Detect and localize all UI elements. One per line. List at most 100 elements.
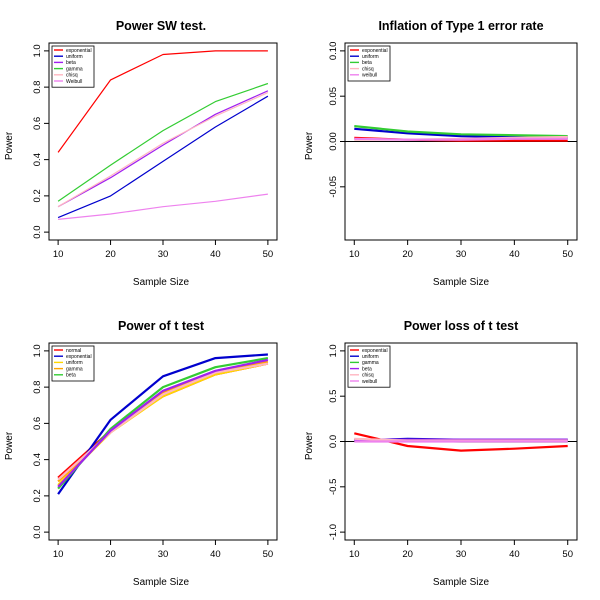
- y-tick-label: -0.5: [328, 479, 339, 495]
- y-tick-label: 0.5: [328, 390, 339, 403]
- y-tick-label: 0.4: [32, 153, 43, 166]
- panel-power-loss-t-test: Power loss of t test Sample Size Power: [304, 319, 519, 588]
- y-tick-label: 0.10: [328, 42, 339, 61]
- legend-label: uniform: [362, 354, 379, 360]
- x-tick-label: 40: [210, 249, 221, 260]
- legend-label: chisq: [362, 373, 374, 379]
- panel-title: Power loss of t test: [404, 319, 519, 333]
- chart-marks: 10 20 30 40 500.00.20.40.60.81.0 exponentialu…: [32, 42, 578, 560]
- legend-label: normal: [66, 348, 81, 354]
- chart-1: 10 20 30 40 50 0.0 0.2 0.4 0.6 0.8 1.0 exponentialu…: [32, 42, 278, 260]
- y-axis-label: Power: [304, 431, 315, 460]
- legend-label: beta: [66, 60, 76, 66]
- series-line: [354, 125, 568, 138]
- chart-4: 10 20 30 40 50 -1.0 -0.5 0.0 0.5 1.0 exponentialun…: [328, 342, 578, 560]
- x-tick-label: 20: [402, 549, 413, 560]
- chart-2: 10 20 30 40 50 -0.05 0.00 0.05 0.10 exponentialun…: [328, 42, 578, 260]
- series-line: [57, 358, 269, 488]
- y-tick-label: 0.2: [32, 189, 43, 202]
- y-tick-label: 0.4: [32, 453, 43, 466]
- y-tick-label: 0.8: [32, 81, 43, 94]
- legend-label: Weibull: [66, 79, 82, 85]
- x-tick-label: 40: [509, 249, 520, 260]
- series-line: [57, 90, 269, 208]
- x-axis-label: Sample Size: [433, 277, 490, 288]
- legend-label: gamma: [66, 366, 83, 372]
- legend-label: exponential: [66, 48, 92, 54]
- x-tick-label: 10: [349, 249, 360, 260]
- x-tick-label: 10: [53, 549, 64, 560]
- legend-label: beta: [362, 366, 372, 372]
- panel-power-sw-test: Power SW test. Sample Size Power: [4, 19, 206, 288]
- legend-label: chisq: [66, 73, 78, 79]
- panel-title: Power SW test.: [116, 19, 206, 33]
- legend-label: weibull: [362, 379, 377, 385]
- x-tick-label: 40: [509, 549, 520, 560]
- y-tick-label: 0.2: [32, 489, 43, 502]
- y-tick-label: -1.0: [328, 524, 339, 540]
- legend-label: gamma: [362, 360, 379, 366]
- legend-label: beta: [66, 373, 76, 379]
- x-axis-label: Sample Size: [133, 277, 190, 288]
- panel-power-t-test: Power of t test Sample Size Power: [4, 319, 205, 588]
- series-line: [57, 92, 269, 208]
- x-tick-label: 30: [456, 249, 467, 260]
- y-tick-label: 0.05: [328, 87, 339, 106]
- x-tick-label: 50: [263, 549, 274, 560]
- series-line: [58, 193, 268, 220]
- legend-label: chisq: [362, 66, 374, 72]
- legend-label: gamma: [66, 66, 83, 72]
- y-tick-label: 0.0: [328, 435, 339, 448]
- y-tick-label: 1.0: [328, 344, 339, 357]
- y-axis-label: Power: [304, 131, 315, 160]
- x-tick-label: 50: [263, 249, 274, 260]
- panel-title: Power of t test: [118, 319, 205, 333]
- x-tick-label: 50: [562, 249, 573, 260]
- legend-label: beta: [362, 60, 372, 66]
- legend-label: exponential: [362, 48, 388, 54]
- panel-inflation-type1: Inflation of Type 1 error rate Sample Si…: [304, 19, 544, 288]
- legend-label: uniform: [66, 54, 83, 60]
- series-line: [354, 137, 568, 141]
- y-tick-label: 0.00: [328, 132, 339, 151]
- legend-label: uniform: [362, 54, 379, 60]
- y-tick-label: 0.0: [32, 226, 43, 239]
- y-tick-label: -0.05: [328, 176, 339, 198]
- y-tick-label: 0.8: [32, 381, 43, 394]
- x-tick-label: 10: [53, 249, 64, 260]
- x-axis-label: Sample Size: [433, 577, 490, 588]
- series-line: [57, 82, 269, 202]
- x-tick-label: 30: [158, 249, 169, 260]
- x-tick-label: 30: [456, 549, 467, 560]
- x-tick-label: 50: [562, 549, 573, 560]
- y-axis-label: Power: [4, 431, 15, 460]
- x-tick-label: 10: [349, 549, 360, 560]
- x-tick-label: 20: [105, 249, 116, 260]
- legend-label: exponential: [66, 354, 92, 360]
- y-tick-label: 0.6: [32, 417, 43, 430]
- y-tick-label: 1.0: [32, 44, 43, 57]
- legend-label: exponential: [362, 348, 388, 354]
- series-line: [57, 95, 269, 219]
- legend-label: uniform: [66, 360, 83, 366]
- x-tick-label: 20: [402, 249, 413, 260]
- y-tick-label: 0.0: [32, 526, 43, 539]
- x-tick-label: 30: [158, 549, 169, 560]
- series-line: [57, 353, 268, 495]
- y-tick-label: 0.6: [32, 117, 43, 130]
- panel-title: Inflation of Type 1 error rate: [378, 19, 543, 33]
- x-tick-label: 40: [210, 549, 221, 560]
- chart-3: 10 20 30 40 50 0.0 0.2 0.4 0.6 0.8 1.0 normalexpone…: [32, 342, 278, 560]
- x-tick-label: 20: [105, 549, 116, 560]
- legend-label: weibull: [362, 73, 377, 79]
- y-tick-label: 1.0: [32, 344, 43, 357]
- x-axis-label: Sample Size: [133, 577, 190, 588]
- series-line: [57, 50, 268, 153]
- y-axis-label: Power: [4, 131, 15, 160]
